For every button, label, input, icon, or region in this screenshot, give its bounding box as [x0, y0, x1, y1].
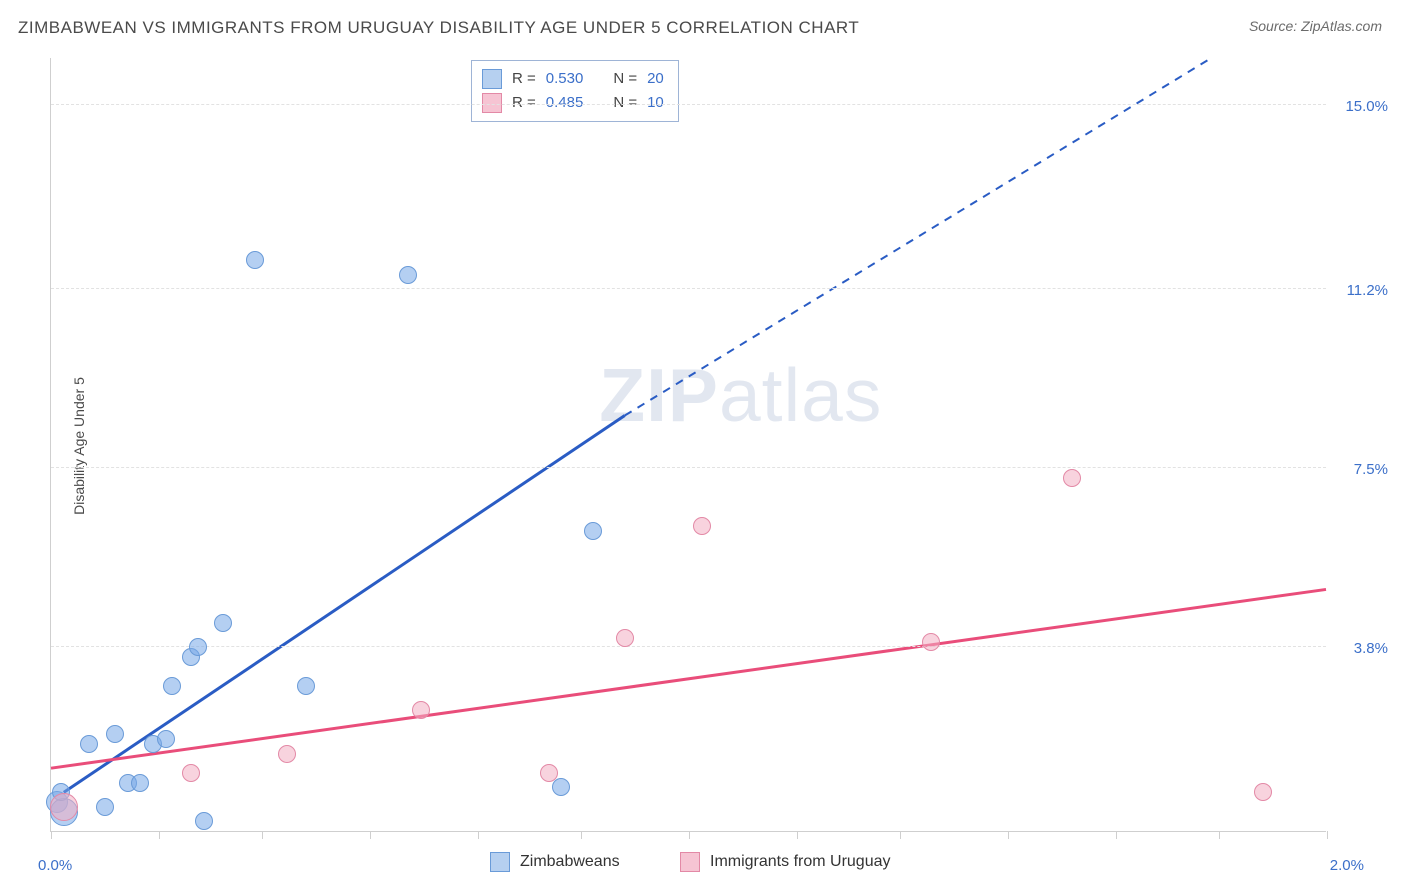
x-axis-tick — [159, 831, 160, 839]
trend-lines-svg — [51, 58, 1326, 831]
x-axis-tick — [478, 831, 479, 839]
x-axis-tick — [1116, 831, 1117, 839]
data-point-uruguay — [616, 629, 634, 647]
stat-n-value: 20 — [647, 67, 664, 91]
x-axis-min-label: 0.0% — [38, 857, 72, 874]
data-point-zimbabweans — [189, 638, 207, 656]
stat-r-label: R = — [512, 91, 536, 115]
x-axis-tick — [51, 831, 52, 839]
y-axis-tick-label: 3.8% — [1354, 640, 1388, 657]
data-point-zimbabweans — [106, 725, 124, 743]
data-point-zimbabweans — [584, 522, 602, 540]
stats-legend-row: R = 0.485 N = 10 — [482, 91, 664, 115]
legend-label: Zimbabweans — [520, 853, 620, 871]
y-axis-tick-label: 7.5% — [1354, 461, 1388, 478]
x-axis-tick — [1219, 831, 1220, 839]
legend-item-uruguay: Immigrants from Uruguay — [680, 852, 891, 872]
data-point-zimbabweans — [214, 614, 232, 632]
stat-n-label: N = — [613, 67, 637, 91]
gridline — [51, 467, 1326, 468]
data-point-zimbabweans — [399, 266, 417, 284]
data-point-uruguay — [412, 701, 430, 719]
data-point-zimbabweans — [163, 677, 181, 695]
data-point-zimbabweans — [552, 778, 570, 796]
data-point-uruguay — [922, 633, 940, 651]
stat-r-label: R = — [512, 67, 536, 91]
data-point-zimbabweans — [246, 251, 264, 269]
data-point-uruguay — [1254, 783, 1272, 801]
trend-line — [51, 589, 1326, 768]
stat-r-value: 0.485 — [546, 91, 584, 115]
x-axis-tick — [1327, 831, 1328, 839]
chart-container: ZIMBABWEAN VS IMMIGRANTS FROM URUGUAY DI… — [0, 0, 1406, 892]
legend-swatch — [482, 93, 502, 113]
data-point-uruguay — [693, 517, 711, 535]
legend-label: Immigrants from Uruguay — [710, 853, 891, 871]
data-point-zimbabweans — [80, 735, 98, 753]
x-axis-tick — [1008, 831, 1009, 839]
data-point-zimbabweans — [195, 812, 213, 830]
data-point-uruguay — [50, 793, 78, 821]
x-axis-tick — [262, 831, 263, 839]
stat-r-value: 0.530 — [546, 67, 584, 91]
chart-title: ZIMBABWEAN VS IMMIGRANTS FROM URUGUAY DI… — [18, 18, 859, 38]
data-point-zimbabweans — [131, 774, 149, 792]
y-axis-tick-label: 11.2% — [1347, 282, 1388, 299]
gridline — [51, 104, 1326, 105]
x-axis-tick — [797, 831, 798, 839]
legend-swatch — [490, 852, 510, 872]
data-point-zimbabweans — [297, 677, 315, 695]
legend-item-zimbabweans: Zimbabweans — [490, 852, 620, 872]
plot-area: ZIPatlas R =0.530N =20R =0.485N =10 3.8%… — [50, 58, 1326, 832]
x-axis-tick — [581, 831, 582, 839]
stat-n-value: 10 — [647, 91, 664, 115]
source-attribution: Source: ZipAtlas.com — [1249, 18, 1382, 34]
x-axis-tick — [900, 831, 901, 839]
data-point-uruguay — [540, 764, 558, 782]
data-point-zimbabweans — [157, 730, 175, 748]
x-axis-tick — [689, 831, 690, 839]
legend-swatch — [680, 852, 700, 872]
y-axis-tick-label: 15.0% — [1345, 98, 1388, 115]
data-point-uruguay — [182, 764, 200, 782]
stats-legend-row: R = 0.530 N = 20 — [482, 67, 664, 91]
gridline — [51, 288, 1326, 289]
data-point-uruguay — [1063, 469, 1081, 487]
legend-swatch — [482, 69, 502, 89]
stats-legend: R = 0.530 N = 20 R = 0.485 N = 10 — [471, 60, 679, 122]
data-point-uruguay — [278, 745, 296, 763]
data-point-zimbabweans — [96, 798, 114, 816]
stat-n-label: N = — [613, 91, 637, 115]
x-axis-max-label: 2.0% — [1330, 857, 1364, 874]
gridline — [51, 646, 1326, 647]
x-axis-tick — [370, 831, 371, 839]
trend-line-dashed — [625, 58, 1212, 416]
